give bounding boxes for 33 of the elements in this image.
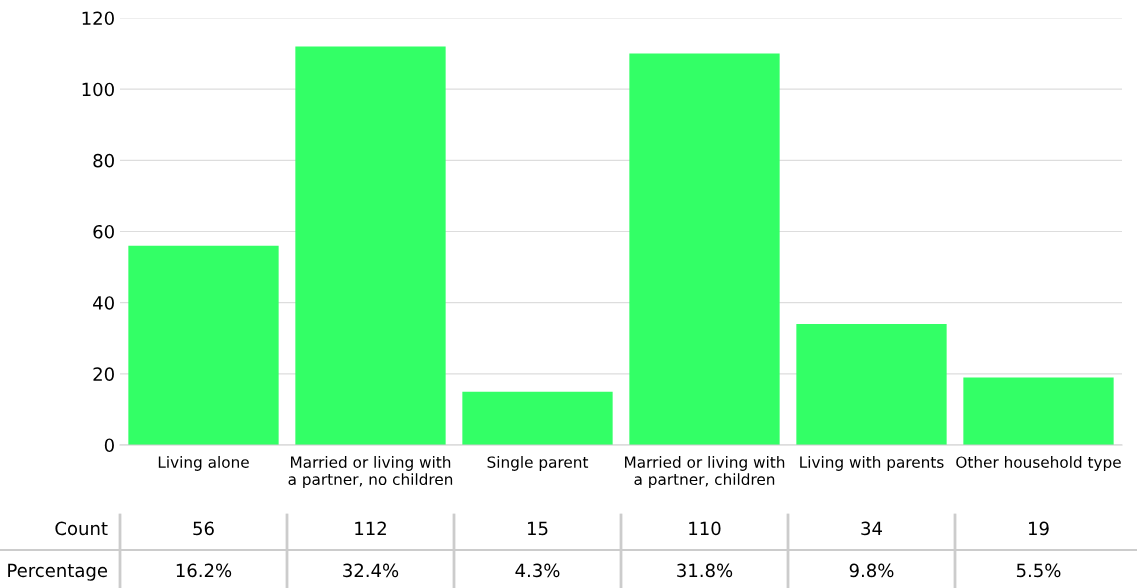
y-tick-label: 40 bbox=[93, 296, 114, 310]
x-tick-label: Married or living with a partner, no children bbox=[288, 456, 453, 488]
bar bbox=[128, 245, 279, 445]
text: 16.2% bbox=[176, 563, 232, 578]
y-tick-label: 120 bbox=[82, 11, 114, 26]
x-tick-label: Living alone bbox=[158, 456, 249, 471]
data-label: 112 bbox=[355, 521, 386, 535]
data-label: 56 bbox=[193, 521, 214, 536]
bar bbox=[629, 53, 780, 445]
y-tick-label: 80 bbox=[93, 153, 114, 168]
x-tick-label: Single parent bbox=[487, 456, 589, 471]
x-tick-label: Other household type bbox=[956, 456, 1121, 471]
bar bbox=[295, 46, 446, 445]
text: 31.8% bbox=[677, 563, 733, 578]
y-tick-label: 100 bbox=[82, 82, 114, 97]
text: Count bbox=[55, 521, 108, 536]
data-label: 19 bbox=[1029, 521, 1049, 536]
text: 4.3% bbox=[515, 563, 560, 578]
text: 32.4% bbox=[343, 563, 399, 578]
y-tick-label: 0 bbox=[104, 438, 114, 453]
text: Percentage bbox=[8, 563, 108, 581]
bar bbox=[462, 391, 613, 445]
data-label: 15 bbox=[528, 521, 548, 536]
data-label: 110 bbox=[689, 521, 721, 536]
text: 9.8% bbox=[849, 563, 894, 578]
y-tick-label: 20 bbox=[93, 367, 114, 381]
data-label: 34 bbox=[861, 521, 882, 536]
bar bbox=[796, 324, 947, 445]
y-tick-label: 60 bbox=[93, 224, 114, 239]
x-tick-label: Married or living with a partner, children bbox=[625, 456, 785, 488]
bar bbox=[963, 377, 1114, 445]
x-tick-label: Living with parents bbox=[800, 456, 944, 471]
text: 5.5% bbox=[1016, 563, 1061, 578]
